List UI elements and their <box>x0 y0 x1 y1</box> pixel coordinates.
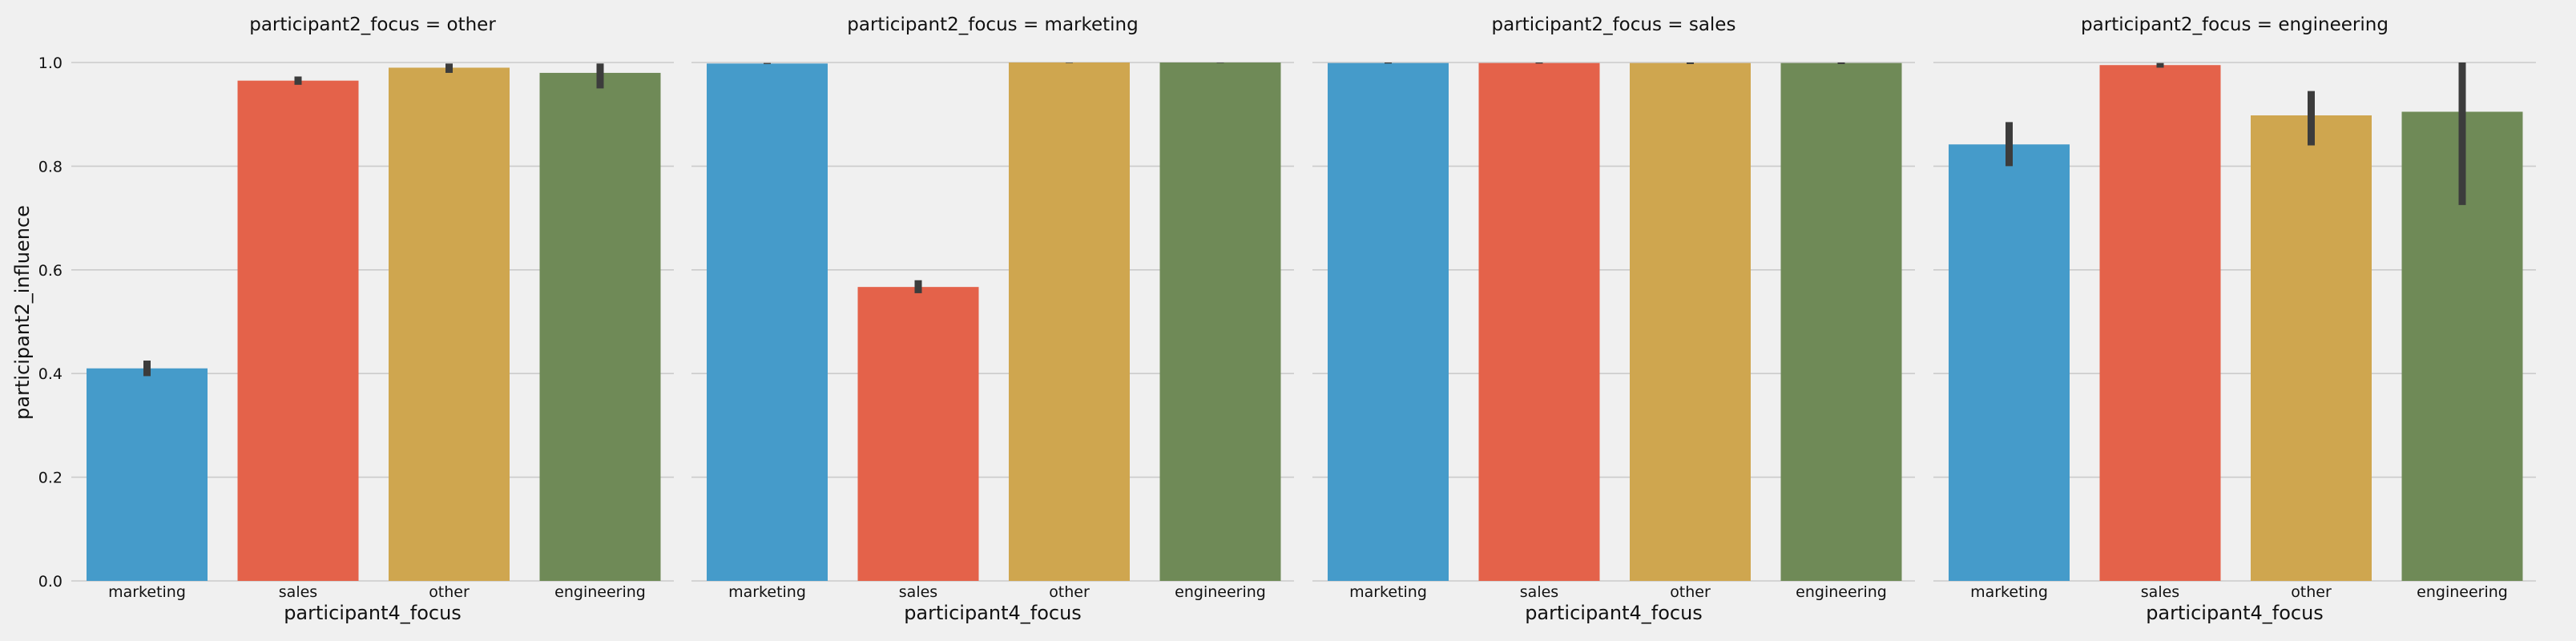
x-tick-label: engineering <box>1796 583 1887 601</box>
bar <box>389 67 510 582</box>
x-axis-label: participant4_focus <box>284 602 462 624</box>
bar <box>1949 144 2070 581</box>
x-tick-label: marketing <box>1970 583 2048 601</box>
y-tick-label: 0.0 <box>38 573 62 591</box>
x-tick-label: marketing <box>108 583 186 601</box>
panel-title: participant2_focus = sales <box>1492 14 1736 35</box>
x-tick-label: other <box>2291 583 2332 601</box>
x-tick-label: sales <box>2141 583 2179 601</box>
x-tick-label: other <box>1049 583 1090 601</box>
panel-title: participant2_focus = other <box>249 14 496 35</box>
bar <box>539 72 661 581</box>
x-axis-label: participant4_focus <box>904 602 1082 624</box>
chart-panels: 0.0 0.2 0.4 0.6 0.8 1.0 participant2_focus = o… <box>38 14 2536 624</box>
x-tick-label: sales <box>1520 583 1558 601</box>
bar <box>707 63 828 581</box>
x-tick-label: other <box>429 583 470 601</box>
bar <box>857 287 979 581</box>
bar <box>1328 62 1449 582</box>
y-tick-label: 1.0 <box>38 54 62 72</box>
x-tick-label: other <box>1670 583 1711 601</box>
facet-panel: participant2_focus = engineering marketin… <box>1933 14 2536 624</box>
bar <box>1780 62 1902 582</box>
facet-panel: 0.0 0.2 0.4 0.6 0.8 1.0 participant2_focus = o… <box>38 14 674 624</box>
x-axis-label: participant4_focus <box>1525 602 1703 624</box>
x-tick-label: marketing <box>1349 583 1427 601</box>
panel-title: participant2_focus = engineering <box>2081 14 2389 35</box>
y-axis-label: participant2_influence <box>11 205 34 420</box>
y-tick-label: 0.4 <box>38 365 62 383</box>
y-tick-label: 0.8 <box>38 158 62 175</box>
y-tick-label: 0.2 <box>38 470 62 487</box>
facet-panel: participant2_focus = sales marketing sales… <box>1312 14 1915 624</box>
x-tick-label: engineering <box>1175 583 1266 601</box>
y-tick-label: 0.6 <box>38 262 62 280</box>
x-tick-label: engineering <box>554 583 646 601</box>
bar <box>1159 62 1281 581</box>
bar <box>2251 115 2372 581</box>
x-tick-label: sales <box>899 583 937 601</box>
bar <box>2099 65 2221 582</box>
bar <box>1630 62 1751 582</box>
x-axis-label: participant4_focus <box>2146 602 2324 624</box>
x-tick-label: sales <box>279 583 317 601</box>
x-tick-label: engineering <box>2417 583 2508 601</box>
bar <box>1009 62 1130 581</box>
x-tick-label: marketing <box>728 583 806 601</box>
facet-panel: participant2_focus = marketing marketing s… <box>691 14 1294 624</box>
panel-title: participant2_focus = marketing <box>847 14 1138 35</box>
bar <box>87 368 208 581</box>
bar <box>237 80 359 581</box>
bar <box>1478 62 1600 582</box>
